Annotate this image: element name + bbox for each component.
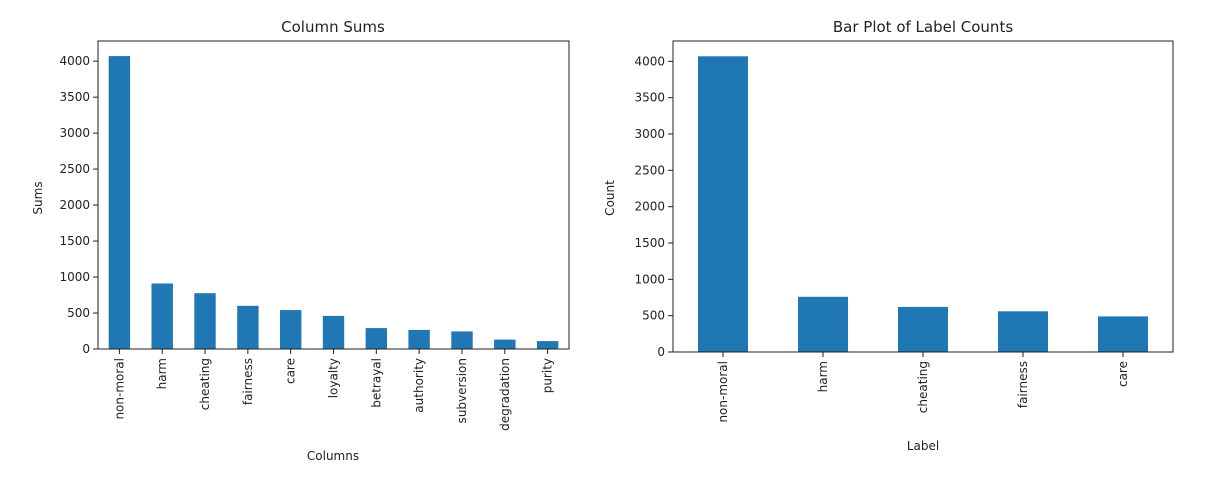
x-tick-label: care [1116,361,1130,387]
y-tick-label: 2000 [59,198,90,212]
y-tick-label: 3000 [59,126,90,140]
y-tick-label: 3500 [59,90,90,104]
y-tick-label: 2500 [634,163,665,177]
x-tick-label: non-moral [716,361,730,423]
x-tick-label: care [284,358,298,384]
bar-fairness [998,311,1048,352]
x-tick-label: cheating [198,358,212,410]
y-tick-label: 2500 [59,162,90,176]
bar-purity [536,341,559,349]
y-axis-label: Sums [31,181,45,214]
x-tick-label: subversion [455,358,469,423]
y-tick-label: 1000 [634,272,665,286]
bar-betrayal [365,328,387,349]
y-tick-group: 0 500 1000 1500 2000 2500 3000 3500 4000 [59,54,98,356]
chart-title: Column Sums [281,18,385,36]
bar-subversion [451,331,473,349]
y-axis-label: Count [603,180,617,216]
x-tick-label: fairness [241,358,255,405]
y-tick-label: 3000 [634,127,665,141]
y-tick-label: 2000 [634,200,665,214]
x-tick-label: degradation [498,358,512,431]
bar-cheating [898,306,948,352]
bar-care [1098,316,1148,352]
y-tick-label: 4000 [634,54,665,68]
y-tick-group: 0 500 1000 1500 2000 2500 3000 3500 4000 [634,54,673,359]
y-tick-label: 4000 [59,54,90,68]
x-tick-label: cheating [916,361,930,413]
x-axis-label: Columns [307,449,359,463]
y-tick-label: 3500 [634,91,665,105]
y-tick-label: 0 [657,345,665,359]
x-tick-label: loyalty [327,358,341,398]
x-tick-label: fairness [1016,361,1030,408]
bar-non-moral [698,56,748,353]
plot-frame [672,40,1174,353]
x-tick-group: non-moral harm cheating fairness care [716,352,1130,423]
x-tick-label: betrayal [369,358,383,408]
x-tick-label: non-moral [112,358,126,420]
y-tick-label: 500 [67,306,90,320]
chart-title: Bar Plot of Label Counts [833,18,1013,36]
y-tick-label: 1000 [59,270,90,284]
x-tick-label: harm [155,358,169,389]
x-tick-label: purity [541,358,555,393]
bar-group [108,56,559,349]
x-tick-label: harm [816,361,830,392]
y-tick-label: 1500 [634,236,665,250]
bar-loyalty [322,315,345,349]
bar-fairness [237,305,259,349]
y-tick-label: 0 [82,342,90,356]
bar-care [280,310,302,349]
x-tick-group: non-moral harm cheating fairness care loyalty… [112,349,555,431]
bar-cheating [194,293,216,349]
bar-degradation [494,339,516,349]
x-tick-label: authority [412,358,426,413]
y-tick-label: 1500 [59,234,90,248]
plot-frame [97,40,570,350]
bar-harm [151,283,173,349]
bar-group [698,56,1148,353]
bar-authority [408,329,430,349]
y-tick-label: 500 [642,309,665,323]
x-axis-label: Label [907,439,939,453]
bar-harm [798,296,848,352]
bar-non-moral [108,56,131,349]
column-sums-chart: Column Sums Columns Sums 0 500 1000 1500 200… [31,18,570,463]
label-counts-chart: Bar Plot of Label Counts Label Count 0 50… [603,18,1174,453]
